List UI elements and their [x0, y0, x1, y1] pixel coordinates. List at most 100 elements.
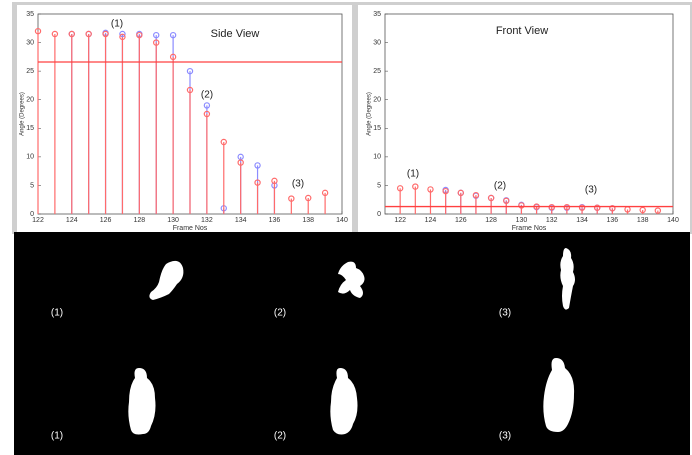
y-tick-label: 10	[373, 154, 381, 161]
stem-marker	[639, 206, 646, 214]
x-tick-label: 122	[32, 217, 44, 224]
x-tick-label: 128	[133, 217, 145, 224]
stem-marker	[220, 138, 227, 146]
stem-marker	[271, 177, 278, 185]
stem-marker	[203, 110, 211, 118]
x-tick-label: 130	[167, 217, 179, 224]
stem-marker	[427, 186, 434, 193]
silhouette	[330, 368, 358, 435]
x-tick-label: 136	[269, 217, 281, 224]
y-tick-label: 30	[26, 39, 34, 46]
x-tick-label: 128	[485, 217, 497, 224]
y-tick-label: 5	[377, 182, 381, 189]
x-tick-label: 126	[100, 217, 112, 224]
stem-marker	[578, 204, 586, 211]
x-tick-label: 122	[394, 217, 406, 224]
stem-marker	[472, 191, 480, 199]
stem-marker	[237, 159, 244, 166]
y-tick-label: 35	[373, 11, 381, 18]
annotation: (3)	[585, 185, 597, 196]
silhouette	[543, 358, 575, 432]
plot-background	[17, 5, 352, 232]
stem-marker	[85, 30, 92, 38]
x-tick-label: 130	[516, 217, 528, 224]
stem-marker	[119, 30, 126, 38]
stem-marker	[503, 197, 510, 205]
x-axis-label: Frame Nos	[512, 225, 547, 232]
stem-marker	[119, 33, 126, 41]
figure-label: (2)	[274, 431, 286, 442]
x-tick-label: 140	[667, 217, 679, 224]
stem-marker	[518, 202, 525, 209]
y-tick-label: 25	[373, 68, 381, 75]
stem-marker	[169, 31, 177, 39]
stem-marker	[203, 102, 211, 109]
x-tick-label: 126	[455, 217, 467, 224]
stem-marker	[442, 187, 449, 195]
silhouette	[338, 261, 365, 298]
stem-marker	[487, 194, 495, 202]
stem-marker	[288, 195, 295, 202]
figure-label: (3)	[499, 431, 511, 442]
stem-marker	[254, 162, 261, 169]
y-tick-label: 0	[30, 211, 34, 218]
x-tick-label: 132	[546, 217, 558, 224]
annotation: (3)	[292, 179, 304, 190]
y-tick-label: 25	[26, 68, 34, 75]
stem-marker	[457, 189, 464, 197]
x-tick-label: 132	[201, 217, 213, 224]
x-tick-label: 124	[66, 217, 78, 224]
plot-frame	[384, 13, 674, 215]
stem-marker	[153, 39, 160, 46]
y-tick-label: 15	[26, 125, 34, 132]
x-tick-label: 140	[336, 217, 348, 224]
y-tick-label: 5	[30, 182, 34, 189]
y-tick-label: 15	[373, 125, 381, 132]
chart-title: Front View	[496, 25, 548, 37]
stem-marker	[594, 204, 601, 211]
chart-title: Side View	[211, 28, 260, 40]
stem-marker	[136, 31, 143, 39]
annotation: (2)	[201, 90, 213, 101]
x-tick-label: 134	[576, 217, 588, 224]
stem-marker	[609, 205, 616, 212]
figure-label: (1)	[51, 431, 63, 442]
stem-marker	[68, 30, 75, 38]
x-tick-label: 138	[637, 217, 649, 224]
y-tick-label: 10	[26, 154, 34, 161]
stem-marker	[654, 207, 662, 214]
silhouettes	[128, 248, 575, 435]
x-tick-label: 124	[425, 217, 437, 224]
silhouette	[128, 368, 156, 435]
stem-marker	[186, 67, 194, 75]
annotation: (1)	[407, 169, 419, 180]
stem-marker	[186, 86, 194, 94]
figure-label: (1)	[51, 308, 63, 319]
y-tick-label: 20	[26, 97, 34, 104]
y-tick-label: 0	[377, 211, 381, 218]
y-tick-label: 30	[373, 39, 381, 46]
silhouette	[149, 260, 184, 300]
figure-label: (2)	[274, 308, 286, 319]
stem-marker	[153, 31, 160, 39]
y-axis-label: Angle (Degrees)	[20, 92, 26, 136]
stem-marker	[321, 189, 329, 197]
stem-marker	[102, 30, 109, 38]
x-tick-label: 136	[607, 217, 619, 224]
stem-marker	[51, 30, 59, 38]
y-tick-label: 20	[373, 97, 381, 104]
y-axis-label: Angle (Degrees)	[367, 92, 373, 136]
stem-marker	[169, 53, 177, 61]
silhouette	[560, 248, 575, 310]
x-tick-label: 138	[302, 217, 314, 224]
plot-background	[358, 5, 690, 232]
annotation: (2)	[494, 181, 506, 192]
annotation: (1)	[111, 19, 123, 30]
x-tick-label: 134	[235, 217, 247, 224]
stem-marker	[34, 27, 42, 35]
y-tick-label: 35	[26, 11, 34, 18]
x-axis-label: Frame Nos	[173, 225, 208, 232]
figure-label: (3)	[499, 308, 511, 319]
stem-marker	[305, 194, 312, 202]
